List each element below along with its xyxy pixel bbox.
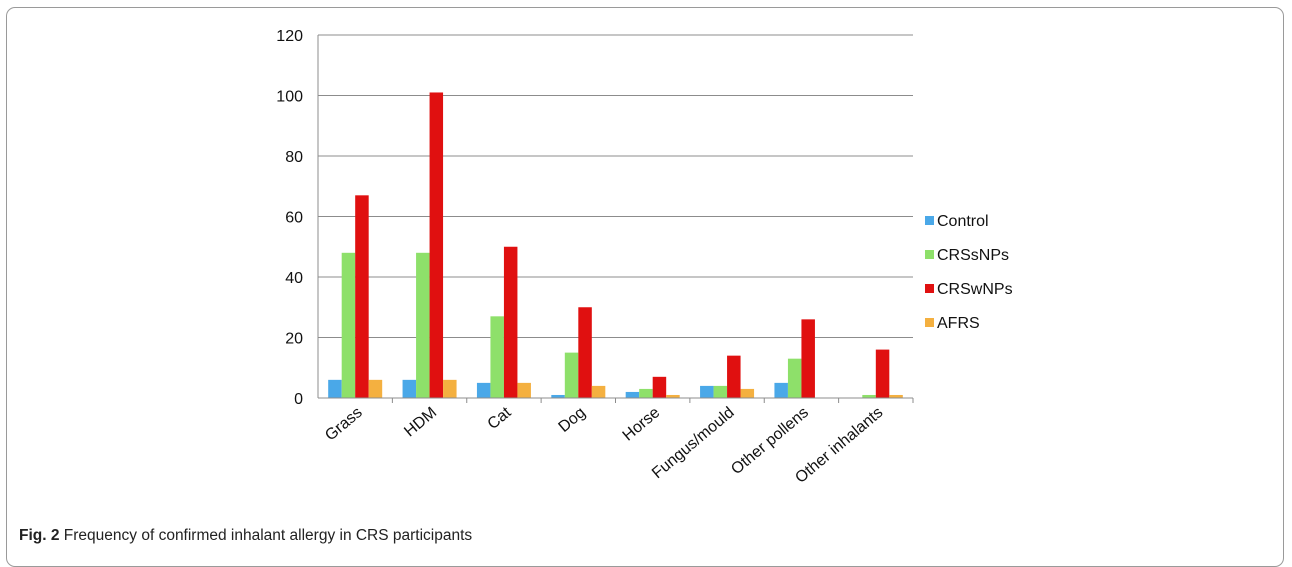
figure-caption-text: Frequency of confirmed inhalant allergy … <box>63 527 473 544</box>
legend-label: AFRS <box>937 315 980 332</box>
bar <box>889 394 903 398</box>
x-tick-label: HDM <box>401 404 440 440</box>
legend-swatch <box>925 250 934 259</box>
bar <box>639 388 653 398</box>
bar-chart: 0 20 40 60 80 100 120 Grass HDM Cat Dog HorseFungu… <box>276 28 1013 487</box>
bar <box>801 319 815 398</box>
y-tick-label: 120 <box>276 28 303 45</box>
bar <box>429 92 444 398</box>
legend-swatch <box>925 216 934 225</box>
axes <box>317 35 914 403</box>
legend-swatch <box>925 318 934 327</box>
bar <box>416 252 430 398</box>
x-tick-label: Grass <box>322 404 366 444</box>
x-tick-label: Cat <box>485 404 515 433</box>
bar <box>713 385 728 398</box>
bar <box>355 195 369 398</box>
legend-swatch <box>925 284 934 293</box>
figure-frame <box>6 7 1284 567</box>
bar <box>740 388 755 398</box>
bar <box>551 394 565 398</box>
bar <box>328 379 342 398</box>
y-tick-label: 0 <box>294 391 303 408</box>
bar <box>591 385 606 398</box>
y-tick-label: 100 <box>276 89 303 106</box>
bar <box>564 352 579 398</box>
bar <box>700 385 714 398</box>
x-tick-label: Horse <box>620 404 664 445</box>
y-tick-label: 60 <box>285 210 303 227</box>
bar <box>578 307 592 398</box>
legend-label: Control <box>937 213 989 230</box>
bar <box>490 316 504 398</box>
bar <box>341 252 356 398</box>
y-tick-label: 40 <box>285 270 303 287</box>
bars <box>328 92 903 398</box>
bar <box>652 376 667 398</box>
bar <box>503 246 518 398</box>
y-tick-label: 20 <box>285 331 303 348</box>
figure-caption: Fig. 2 Frequency of confirmed inhalant a… <box>19 527 472 545</box>
bar <box>368 379 383 398</box>
legend-label: CRSwNPs <box>937 281 1013 298</box>
bar <box>875 349 890 398</box>
figure-caption-label: Fig. 2 <box>19 527 60 544</box>
bar <box>774 382 788 398</box>
y-axis-ticks: 0 20 40 60 80 100 120 <box>276 28 303 408</box>
x-tick-label: Fungus/mould <box>649 404 738 482</box>
bar <box>443 379 457 398</box>
bar <box>517 382 531 398</box>
legend: Control CRSsNPs CRSwNPs AFRS <box>925 213 1013 332</box>
bar <box>727 355 741 398</box>
bar <box>625 391 640 398</box>
bar <box>476 382 491 398</box>
bar <box>862 394 876 398</box>
bar <box>787 358 802 398</box>
legend-label: CRSsNPs <box>937 247 1009 264</box>
y-tick-label: 80 <box>285 149 303 166</box>
bar <box>666 394 680 398</box>
bar <box>402 379 417 398</box>
x-tick-label: Dog <box>555 404 588 436</box>
grid-lines <box>318 34 913 338</box>
